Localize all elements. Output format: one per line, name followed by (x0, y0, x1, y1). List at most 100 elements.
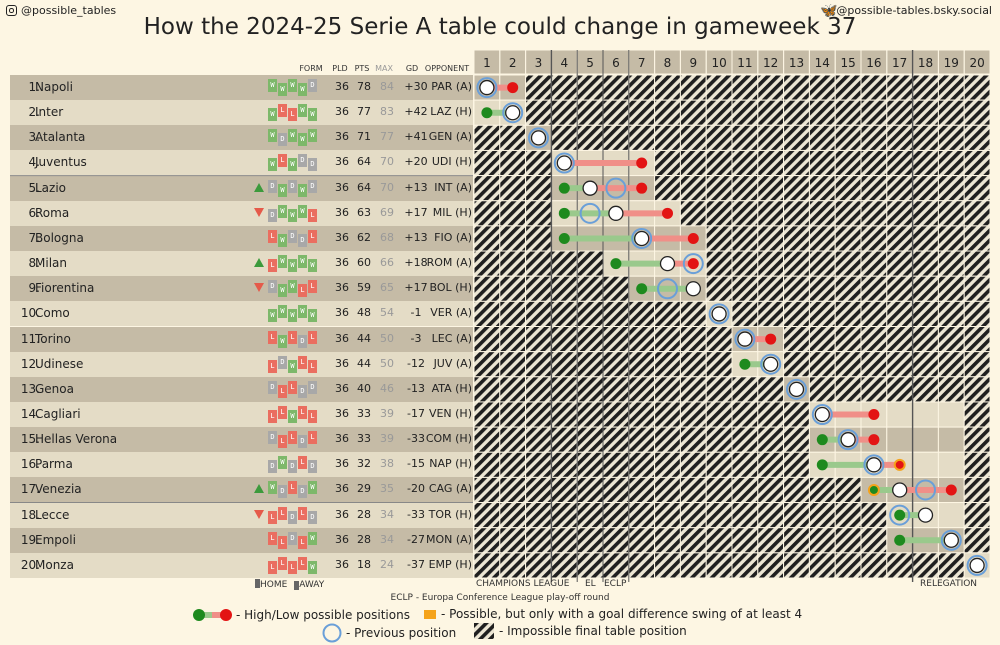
impossible-cell (963, 200, 991, 227)
impossible-cell (757, 527, 785, 554)
table-row: 1. Napoli W W W W D 36 78 84 +30 PAR (A) (10, 75, 473, 100)
impossible-cell (860, 275, 888, 302)
form-result: W (308, 560, 317, 574)
previous-position-icon (322, 623, 342, 643)
goal-difference: -15 (407, 457, 425, 471)
current-position-dot (943, 532, 959, 548)
form-result: W (288, 79, 297, 92)
impossible-cell (808, 476, 836, 504)
played-count: 36 (335, 482, 349, 496)
max-points-value: 35 (380, 482, 394, 496)
impossible-cell (499, 476, 527, 504)
previous-position-ring (811, 404, 833, 426)
impossible-cell (602, 99, 630, 126)
instagram-icon (6, 5, 17, 16)
impossible-cell (783, 502, 810, 529)
impossible-cell (834, 476, 862, 504)
impossible-cell (679, 376, 707, 403)
impossible-cell (937, 376, 965, 403)
played-count: 36 (335, 180, 349, 194)
legend-range: - High/Low possible positions (192, 607, 410, 623)
form-result: W (278, 204, 287, 218)
impossible-cell (654, 401, 681, 428)
impossible-cell (525, 200, 552, 227)
possible-cell (912, 451, 939, 478)
impossible-cell (628, 476, 656, 504)
current-position-dot (814, 406, 830, 423)
header-gd: GD (405, 64, 419, 73)
form-key-away: AWAY (299, 580, 325, 590)
form-result: W (268, 158, 277, 172)
max-points-value: 54 (380, 306, 394, 320)
form-result: L (288, 431, 297, 445)
impossible-cell (499, 225, 527, 252)
impossible-cell (525, 175, 552, 202)
impossible-cell (757, 401, 785, 428)
impossible-cell (783, 149, 810, 177)
impossible-cell (499, 376, 527, 403)
previous-position-ring (760, 353, 782, 375)
form-result: L (308, 330, 317, 344)
impossible-cell (705, 275, 733, 302)
legend-impossible: - Impossible final table position (474, 623, 687, 639)
goal-difference: -12 (407, 356, 425, 370)
impossible-cell (912, 250, 939, 277)
impossible-cell (834, 275, 862, 302)
impossible-cell (963, 502, 991, 529)
impossible-cell (705, 351, 733, 378)
team-rank: 5. (28, 180, 40, 195)
form-result: D (268, 208, 277, 222)
current-position-dot (479, 79, 495, 96)
down-arrow-icon (254, 207, 264, 217)
impossible-cell (757, 476, 785, 504)
impossible-cell (963, 426, 991, 453)
played-count: 36 (335, 557, 349, 571)
played-count: 36 (335, 256, 349, 270)
impossible-cell (731, 426, 759, 453)
previous-position-ring (605, 177, 627, 199)
impossible-cell (654, 552, 681, 579)
zone-label-eclp: ECLP (604, 579, 627, 589)
opponent-label: TOR (H) (428, 507, 472, 521)
impossible-cell (602, 124, 630, 151)
previous-position-ring (682, 253, 704, 275)
impossible-cell (757, 250, 785, 277)
table-row: 7. Bologna L W D D L 36 62 68 +13 FIO (A) (10, 225, 473, 251)
down-arrow-icon (254, 283, 264, 293)
chart-title: How the 2024-25 Serie A table could chan… (143, 14, 857, 40)
form-result: W (278, 255, 287, 269)
opponent-label: MIL (H) (432, 205, 472, 219)
form-result: D (288, 460, 297, 474)
table-row: 8. Milan L W W W W 36 60 66 +18 ROM (A) (10, 251, 473, 277)
impossible-cell (731, 300, 759, 328)
range-marker-icon (193, 609, 232, 621)
position-header-label: 14 (815, 56, 830, 70)
form-result: W (288, 309, 297, 323)
form-result: L (298, 456, 307, 470)
impossible-cell (705, 451, 733, 478)
impossible-cell (628, 552, 656, 579)
form-result: L (278, 104, 287, 118)
previous-position-ring (708, 303, 730, 325)
max-points-value: 70 (380, 180, 394, 194)
impossible-cell (757, 149, 785, 177)
impossible-cell (886, 175, 914, 202)
up-arrow-icon (254, 258, 264, 268)
form-result: W (298, 183, 307, 197)
impossible-cell (499, 175, 527, 202)
impossible-cell (963, 175, 991, 202)
impossible-cell (628, 99, 656, 126)
impossible-cell (834, 552, 862, 579)
team-name: Udinese (35, 356, 84, 371)
form-result: L (278, 154, 287, 168)
previous-position-ring (786, 378, 807, 400)
legend-impossible-text: - Impossible final table position (499, 624, 687, 638)
impossible-cell (576, 376, 604, 403)
instagram-handle-text: @possible_tables (21, 4, 117, 17)
impossible-cell (860, 300, 888, 328)
form-result: L (268, 229, 277, 243)
impossible-cell (912, 275, 939, 302)
team-name: Fiorentina (35, 281, 95, 296)
